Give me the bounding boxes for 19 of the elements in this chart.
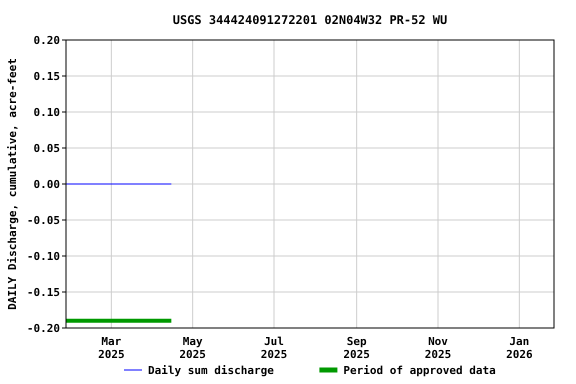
- y-tick-label: 0.00: [34, 178, 60, 191]
- y-tick-label: -0.05: [26, 214, 60, 227]
- chart-title: USGS 344424091272201 02N04W32 PR-52 WU: [172, 13, 448, 27]
- x-tick-label: Nov 2025: [424, 335, 452, 361]
- x-tick-label: Mar 2025: [98, 335, 125, 361]
- y-tick-label: 0.20: [34, 34, 60, 47]
- y-tick-label: -0.15: [26, 286, 60, 299]
- x-tick-label: Jan 2026: [506, 335, 533, 361]
- y-tick-label: -0.10: [26, 250, 60, 263]
- x-tick-label: May 2025: [179, 335, 206, 361]
- x-tick-label: Sep 2025: [343, 335, 370, 361]
- y-tick-label: 0.15: [34, 70, 60, 83]
- y-tick-label: -0.20: [26, 322, 60, 335]
- y-tick-label: 0.10: [34, 106, 60, 119]
- legend-label: Period of approved data: [343, 364, 496, 377]
- y-tick-label: 0.05: [34, 142, 60, 155]
- legend-label: Daily sum discharge: [148, 364, 274, 377]
- x-tick-label: Jul 2025: [260, 335, 288, 361]
- y-axis-title: DAILY Discharge, cumulative, acre-feet: [6, 58, 19, 310]
